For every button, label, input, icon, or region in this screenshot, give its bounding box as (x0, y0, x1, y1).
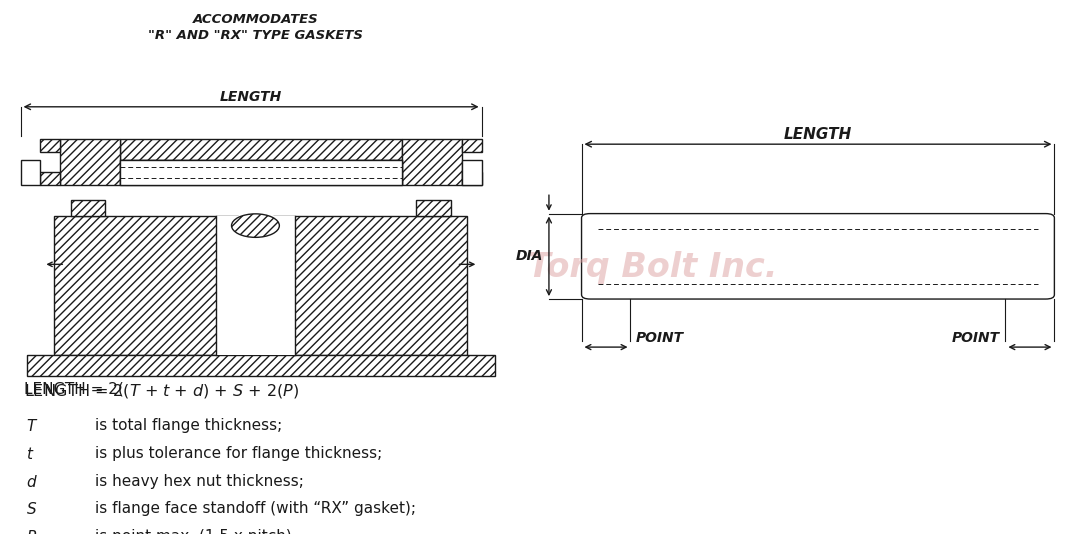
Bar (54, 216, 238, 355)
Bar (218, 216, 292, 355)
Text: ACCOMMODATES: ACCOMMODATES (192, 13, 318, 26)
Text: is point max. (1.5 x pitch).: is point max. (1.5 x pitch). (95, 529, 296, 534)
Text: $\it{P}$: $\it{P}$ (26, 529, 37, 534)
Bar (402, 139, 462, 185)
Bar (402, 139, 462, 185)
Bar (27, 355, 495, 376)
Bar (462, 160, 482, 185)
Bar (462, 139, 482, 152)
Bar (120, 139, 402, 160)
FancyBboxPatch shape (582, 214, 1054, 299)
Bar (54, 216, 238, 355)
Bar (71, 200, 105, 216)
Text: POINT: POINT (952, 331, 1000, 345)
Bar (60, 139, 120, 185)
Text: is total flange thickness;: is total flange thickness; (95, 418, 282, 433)
Bar (40, 172, 60, 185)
Bar (462, 172, 482, 185)
Ellipse shape (232, 214, 279, 237)
Text: $\it{S}$: $\it{S}$ (26, 501, 37, 517)
Bar (216, 216, 295, 355)
Bar (21, 160, 40, 185)
Bar (416, 200, 451, 216)
Text: LENGTH = 2(: LENGTH = 2( (24, 382, 124, 397)
Bar (462, 172, 482, 185)
Text: DIA: DIA (516, 249, 544, 263)
Bar (40, 172, 60, 185)
Text: $\it{T}$: $\it{T}$ (26, 418, 38, 434)
Bar (462, 139, 482, 152)
Bar (120, 139, 402, 160)
Text: POINT: POINT (636, 331, 684, 345)
Text: $\it{d}$: $\it{d}$ (26, 474, 38, 490)
Text: $\it{t}$: $\it{t}$ (26, 446, 35, 462)
Text: LENGTH = 2($T$ + $t$ + $d$) + $S$ + 2($P$): LENGTH = 2($T$ + $t$ + $d$) + $S$ + 2($P… (24, 382, 299, 400)
Bar (60, 139, 120, 185)
Bar (416, 200, 451, 216)
Text: Torq Bolt Inc.: Torq Bolt Inc. (527, 250, 777, 284)
Bar (40, 139, 60, 152)
Bar (120, 160, 402, 185)
Bar (273, 216, 467, 355)
Text: "R" AND "RX" TYPE GASKETS: "R" AND "RX" TYPE GASKETS (148, 29, 363, 42)
Bar (71, 200, 105, 216)
Text: LENGTH: LENGTH (220, 90, 283, 104)
Bar (40, 139, 60, 152)
Text: is plus tolerance for flange thickness;: is plus tolerance for flange thickness; (95, 446, 382, 461)
Bar (120, 160, 402, 185)
Text: is flange face standoff (with “RX” gasket);: is flange face standoff (with “RX” gaske… (95, 501, 415, 516)
Text: LENGTH: LENGTH (784, 127, 852, 142)
Bar (273, 216, 467, 355)
Text: is heavy hex nut thickness;: is heavy hex nut thickness; (95, 474, 303, 489)
Bar (27, 355, 495, 376)
